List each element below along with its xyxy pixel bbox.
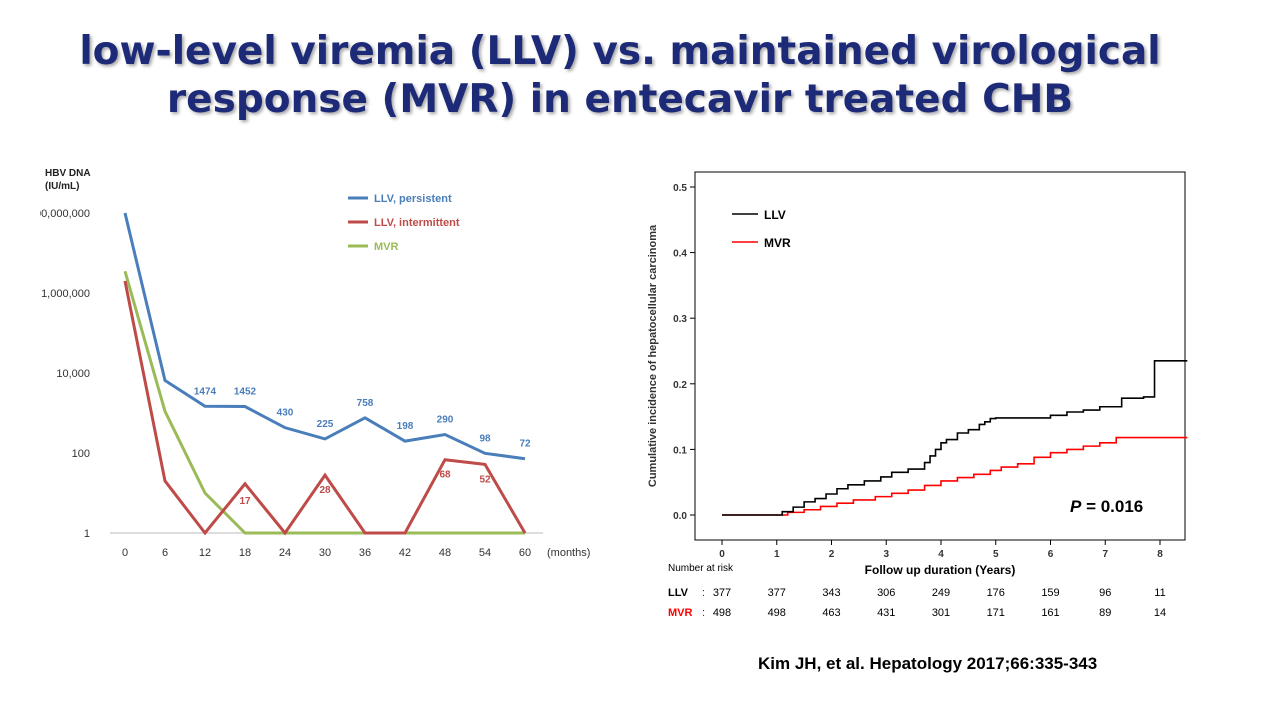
km-legend-label: MVR	[764, 236, 791, 250]
page-title: low-level viremia (LLV) vs. maintained v…	[0, 28, 1240, 124]
left-x-tick-label: 60	[519, 547, 531, 559]
risk-row-label: LLV	[668, 587, 689, 599]
risk-value: 159	[1041, 587, 1059, 599]
km-x-label: Follow up duration (Years)	[865, 563, 1016, 577]
data-label: 225	[317, 419, 334, 430]
risk-value: 498	[768, 607, 786, 619]
risk-value: 249	[932, 587, 950, 599]
risk-value: 14	[1154, 607, 1166, 619]
hcc-incidence-km-chart: Cumulative incidence of hepatocellular c…	[647, 171, 1188, 619]
risk-value: 89	[1099, 607, 1111, 619]
series-line-llv-persistent	[123, 212, 526, 461]
legend-label: LLV, intermittent	[374, 217, 460, 229]
left-y-tick-label: 100,000,000	[40, 208, 90, 220]
km-x-tick-label: 6	[1048, 549, 1054, 560]
left-y-tick-label: 1,000,000	[41, 288, 90, 300]
title-line-2: response (MVR) in entecavir treated CHB	[166, 77, 1074, 122]
left-x-tick-label: 18	[239, 547, 251, 559]
data-label: 72	[519, 439, 531, 450]
data-label: 1452	[234, 387, 257, 398]
risk-value: 377	[713, 587, 731, 599]
km-x-tick-label: 5	[993, 549, 999, 560]
risk-value: 96	[1099, 587, 1111, 599]
risk-value: 301	[932, 607, 950, 619]
risk-value: 377	[768, 587, 786, 599]
data-label: 1474	[194, 386, 217, 397]
km-y-tick-label: 0.3	[673, 314, 687, 325]
km-legend-label: LLV	[764, 208, 786, 222]
km-x-tick-label: 1	[774, 549, 780, 560]
data-label: 52	[479, 474, 491, 485]
data-label: 28	[319, 485, 331, 496]
km-series-line-mvr	[722, 436, 1188, 516]
left-x-tick-label: 48	[439, 547, 451, 559]
left-x-tick-label: 36	[359, 547, 371, 559]
risk-value: 463	[822, 607, 840, 619]
km-y-tick-label: 0.0	[673, 511, 687, 522]
data-label: 758	[357, 398, 374, 409]
series-line-mvr	[123, 270, 525, 535]
km-y-tick-label: 0.4	[673, 249, 687, 260]
km-plot-frame	[694, 171, 1186, 541]
risk-value: 431	[877, 607, 895, 619]
data-label: 98	[479, 433, 491, 444]
left-y-tick-label: 10,000	[56, 368, 90, 380]
km-x-tick-label: 3	[883, 549, 889, 560]
risk-value: 171	[987, 607, 1005, 619]
km-x-tick-label: 7	[1102, 549, 1108, 560]
left-y-label-line1: HBV DNA	[45, 168, 91, 179]
risk-row-label: MVR	[668, 607, 693, 619]
left-y-label: HBV DNA (IU/mL)	[45, 168, 91, 192]
left-y-label-line2: (IU/mL)	[45, 181, 79, 192]
risk-row-separator: :	[702, 607, 705, 619]
km-y-tick-label: 0.1	[673, 445, 687, 456]
data-label: 430	[277, 408, 294, 419]
citation: Kim JH, et al. Hepatology 2017;66:335-34…	[758, 654, 1098, 673]
data-label: 290	[437, 415, 454, 426]
risk-value: 176	[987, 587, 1005, 599]
series-line-llv-intermittent	[123, 280, 527, 536]
risk-value: 343	[822, 587, 840, 599]
risk-table-title: Number at risk	[668, 563, 734, 574]
left-x-tick-label: 42	[399, 547, 411, 559]
hbv-dna-line-chart: HBV DNA (IU/mL) 100,000,000 1,000,000 10,0…	[40, 168, 590, 559]
left-x-tick-label: 0	[122, 547, 128, 559]
left-x-tick-label: 12	[199, 547, 211, 559]
km-y-tick-label: 0.5	[673, 183, 687, 194]
legend-label: LLV, persistent	[374, 193, 452, 205]
risk-value: 306	[877, 587, 895, 599]
left-x-tick-label: 30	[319, 547, 331, 559]
km-series-line-llv	[722, 360, 1188, 516]
left-x-label: (months)	[547, 547, 590, 559]
risk-value: 11	[1154, 587, 1165, 599]
km-y-tick-label: 0.2	[673, 380, 687, 391]
km-x-tick-label: 0	[719, 549, 725, 560]
risk-value: 498	[713, 607, 731, 619]
km-x-tick-label: 2	[829, 549, 835, 560]
legend-label: MVR	[374, 241, 399, 253]
data-label: 68	[439, 470, 451, 481]
risk-value: 161	[1041, 607, 1059, 619]
data-label: 198	[397, 421, 414, 432]
p-value-annotation: P = 0.016	[1070, 497, 1143, 516]
left-x-tick-label: 6	[162, 547, 168, 559]
title-line-1: low-level viremia (LLV) vs. maintained v…	[79, 29, 1161, 74]
left-y-tick-label: 1	[84, 528, 90, 540]
left-x-tick-label: 54	[479, 547, 491, 559]
left-y-tick-label: 100	[72, 448, 90, 460]
km-y-label: Cumulative incidence of hepatocellular c…	[647, 224, 659, 487]
risk-row-separator: :	[702, 587, 705, 599]
data-label: 17	[239, 496, 251, 507]
left-x-tick-label: 24	[279, 547, 291, 559]
km-x-tick-label: 4	[938, 549, 944, 560]
km-x-tick-label: 8	[1157, 549, 1163, 560]
